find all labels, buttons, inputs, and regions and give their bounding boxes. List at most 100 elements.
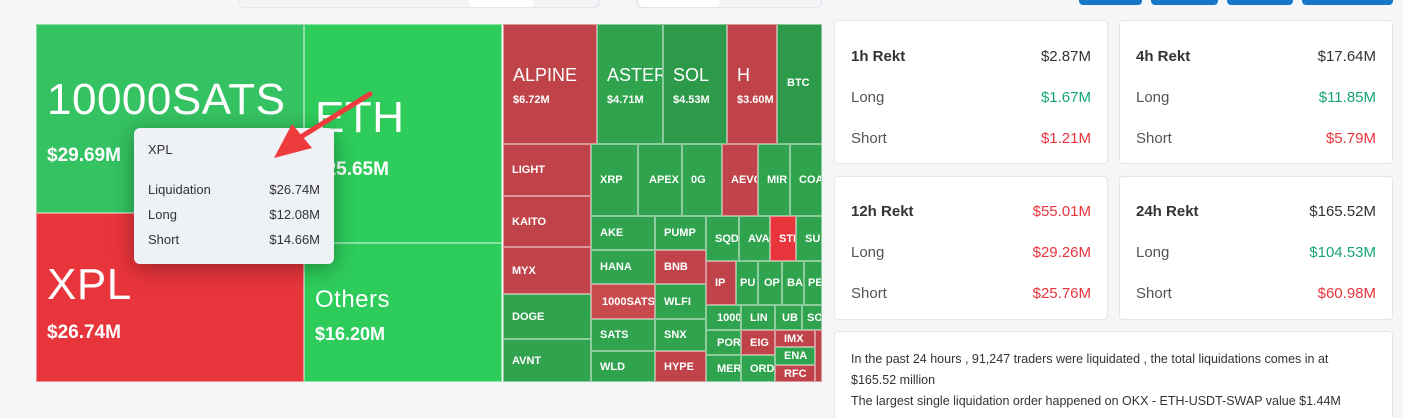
tooltip-value: $14.66M [269, 232, 320, 247]
card-header: 12h Rekt $55.01M [851, 203, 1091, 220]
card-total: $55.01M [1032, 203, 1091, 220]
tile-name: BNB [664, 261, 688, 273]
heatmap-tile-wld[interactable]: WLD [591, 351, 655, 382]
heatmap-tile-stb[interactable]: STB [770, 216, 796, 261]
stat-card-1h: 1h Rekt $2.87M Long $1.67M Short $1.21M [834, 20, 1108, 164]
heatmap-tile-ord[interactable]: ORD [741, 355, 775, 382]
heatmap-tile-ava[interactable]: AVA [739, 216, 770, 261]
heatmap-tile-snx[interactable]: SNX [655, 319, 706, 351]
tile-name: SQD [715, 232, 739, 245]
heatmap-tile-sqd[interactable]: SQD [706, 216, 739, 261]
heatmap-tile-op[interactable]: OP [758, 261, 782, 305]
heatmap-tile-doge[interactable]: DOGE [503, 294, 591, 339]
card-short-row: Short $60.98M [1136, 285, 1376, 302]
summary-line-2: The largest single liquidation order hap… [851, 394, 1341, 408]
tile-name: 10000SATS [47, 75, 286, 124]
tooltip-label: Long [148, 207, 177, 222]
heatmap-tile-btc[interactable]: BTC [777, 24, 822, 144]
exchange-selector[interactable] [636, 0, 822, 8]
heatmap-tile-pu[interactable]: PU [736, 261, 758, 305]
heatmap-tile-ub[interactable]: UB [775, 305, 802, 330]
long-label: Long [1136, 244, 1170, 261]
heatmap-tile-myx[interactable]: MYX [503, 247, 591, 294]
toolbar-button-1[interactable] [1079, 0, 1142, 5]
heatmap-tile-misc[interactable] [815, 330, 822, 382]
long-value: $1.67M [1040, 89, 1091, 106]
heatmap-tile-so[interactable]: SO [802, 305, 822, 330]
tile-name: COA [799, 174, 822, 186]
card-header: 4h Rekt $17.64M [1136, 48, 1376, 65]
heatmap-tile-pe[interactable]: PE [804, 261, 822, 305]
tile-name: MIR [767, 174, 788, 186]
tile-value: $4.71M [607, 94, 644, 106]
heatmap-tile-aster[interactable]: ASTER $4.71M [597, 24, 663, 144]
liquidation-heatmap: 10000SATS $29.69M ETH $25.65M XPL $26.74… [36, 24, 822, 382]
heatmap-tile-mer[interactable]: MER [706, 355, 741, 382]
heatmap-tile-light[interactable]: LIGHT [503, 144, 591, 196]
heatmap-tile-h[interactable]: H $3.60M [727, 24, 777, 144]
short-label: Short [1136, 285, 1172, 302]
heatmap-tile-imx[interactable]: IMX [775, 330, 815, 347]
tile-name: MYX [512, 264, 536, 277]
tile-name: MER [717, 362, 741, 375]
heatmap-tile-apex[interactable]: APEX [638, 144, 682, 216]
long-value: $104.53M [1309, 244, 1376, 261]
heatmap-tile-eig[interactable]: EIG [741, 330, 775, 355]
heatmap-tile-su[interactable]: SU [796, 216, 822, 261]
tile-name: LIN [750, 311, 768, 324]
heatmap-tile-ip[interactable]: IP [706, 261, 736, 305]
toolbar-button-2[interactable] [1151, 0, 1218, 5]
heatmap-tile-ena[interactable]: ENA [775, 347, 815, 365]
heatmap-tile-pump[interactable]: PUMP [655, 216, 706, 250]
short-value: $5.79M [1325, 130, 1376, 147]
tooltip-row-liquidation: Liquidation $26.74M [148, 177, 320, 202]
tile-name: PORT [717, 336, 741, 349]
tile-value: $4.53M [673, 94, 710, 106]
heatmap-tile-lin[interactable]: LIN [741, 305, 775, 330]
short-value: $1.21M [1040, 130, 1091, 147]
heatmap-tile-rfc[interactable]: RFC [775, 365, 815, 382]
tile-name: HYPE [664, 360, 694, 373]
heatmap-tile-ba[interactable]: BA [782, 261, 804, 305]
tooltip-value: $12.08M [269, 207, 320, 222]
long-label: Long [851, 89, 885, 106]
period-selector[interactable] [238, 0, 600, 8]
tile-name: WLFI [664, 295, 691, 308]
card-long-row: Long $1.67M [851, 89, 1091, 106]
heatmap-tile-aevo[interactable]: AEVO [722, 144, 758, 216]
heatmap-tile-hana[interactable]: HANA [591, 250, 655, 284]
heatmap-tile-sats[interactable]: SATS [591, 319, 655, 351]
tooltip-title: XPL [148, 142, 173, 157]
heatmap-tile-others[interactable]: Others $16.20M [304, 243, 502, 382]
heatmap-tile-coa[interactable]: COA [790, 144, 822, 216]
tooltip-value: $26.74M [269, 182, 320, 197]
heatmap-tile-sol[interactable]: SOL $4.53M [663, 24, 727, 144]
heatmap-tile-avnt[interactable]: AVNT [503, 339, 591, 382]
short-label: Short [1136, 130, 1172, 147]
heatmap-tile-kaito[interactable]: KAITO [503, 196, 591, 247]
heatmap-tile-mir[interactable]: MIR [758, 144, 790, 216]
heatmap-tile-0g[interactable]: 0G [682, 144, 722, 216]
heatmap-tile-xrp[interactable]: XRP [591, 144, 638, 216]
heatmap-tile-ake[interactable]: AKE [591, 216, 655, 250]
heatmap-tile-wlfi[interactable]: WLFI [655, 284, 706, 319]
toolbar-button-3[interactable] [1227, 0, 1293, 5]
tile-name: BA [787, 277, 803, 289]
heatmap-tile-1000sats[interactable]: 1000SATS [591, 284, 655, 319]
heatmap-tile-hype[interactable]: HYPE [655, 351, 706, 382]
heatmap-tile-port[interactable]: PORT [706, 330, 741, 355]
tile-name: SOL [673, 65, 710, 85]
tile-name: AVNT [512, 354, 542, 367]
tooltip-label: Liquidation [148, 182, 211, 197]
card-title: 12h Rekt [851, 203, 914, 220]
card-short-row: Short $5.79M [1136, 130, 1376, 147]
tile-name: ASTER [607, 65, 663, 85]
tile-name: BTC [787, 77, 810, 89]
tile-name: WLD [600, 360, 626, 373]
tile-name: SO [807, 311, 822, 324]
heatmap-tile-bnb[interactable]: BNB [655, 250, 706, 284]
heatmap-tile-alpine[interactable]: ALPINE $6.72M [503, 24, 597, 144]
heatmap-tile-1000[interactable]: 1000 [706, 305, 741, 330]
tile-name: 1000 [717, 311, 741, 324]
toolbar-button-4[interactable] [1302, 0, 1393, 5]
